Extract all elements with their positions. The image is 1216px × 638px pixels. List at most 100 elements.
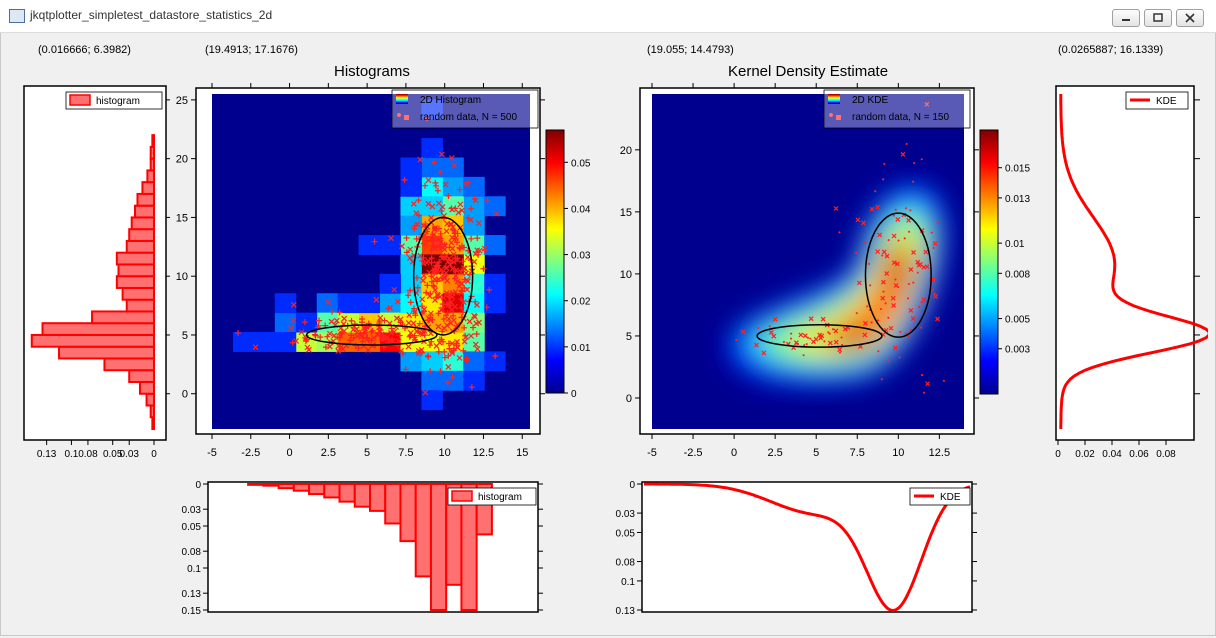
x-tick-label: 15	[516, 447, 528, 459]
scatter-point	[483, 304, 490, 311]
bottom-kde-line	[644, 482, 971, 613]
scatter-point	[437, 168, 444, 175]
scatter-point	[916, 271, 919, 274]
histogram2d-cell	[379, 235, 401, 255]
scatter-point	[401, 176, 408, 183]
right-kde-plot[interactable]: 0 0.02 0.04 0.06 0.08 KDE	[1048, 80, 1208, 465]
legend-2d-histogram: 2D Histogram	[420, 95, 481, 106]
histogram2d-cell	[337, 293, 360, 314]
scatter-point	[406, 333, 413, 340]
y-tick-label: 10	[176, 271, 188, 283]
histogram2d-cell	[484, 273, 506, 294]
scatter-point	[448, 155, 455, 162]
colorbar-tick-label: 0.01	[1005, 239, 1025, 250]
y-tick-label: 15	[176, 212, 188, 224]
scatter-point	[396, 332, 403, 339]
scatter-point	[405, 320, 412, 326]
scatter-point	[807, 336, 810, 339]
legend-kde-right: KDE	[1156, 96, 1177, 107]
bottom-histogram-plot[interactable]: 0 0.03 0.05 0.08 0.1 0.13 0.15 histogram	[170, 474, 550, 622]
scatter-point	[377, 314, 384, 321]
scatter-point	[459, 309, 466, 316]
scatter-point	[811, 339, 816, 345]
x-tick-label: 12.5	[473, 447, 494, 459]
bottom-histogram-axis: 0 0.03 0.05 0.08 0.1 0.13 0.15	[182, 480, 543, 617]
scatter-point	[790, 332, 793, 335]
scatter-point	[353, 326, 360, 333]
scatter-point	[450, 312, 457, 319]
scatter-point	[445, 258, 452, 265]
close-button[interactable]	[1176, 9, 1204, 27]
scatter-point	[328, 318, 335, 325]
scatter-point	[870, 321, 873, 324]
scatter-point	[905, 142, 908, 145]
scatter-point	[445, 315, 452, 322]
scatter-point	[378, 331, 385, 338]
histogram-bar	[30, 333, 155, 348]
scatter-point	[441, 348, 448, 355]
scatter-point	[302, 334, 309, 341]
scatter-point	[419, 296, 426, 303]
scatter-point	[795, 342, 798, 345]
scatter-point	[894, 261, 900, 267]
scatter-point	[424, 237, 431, 244]
scatter-point	[405, 343, 412, 350]
x-tick-label: 0.08	[78, 449, 98, 460]
x-tick-label: -5	[647, 447, 657, 459]
scatter-point	[391, 286, 398, 293]
y-tick-label: 20	[176, 154, 188, 166]
scatter-point	[402, 366, 409, 373]
scatter-point	[443, 270, 450, 276]
legend-histogram-bottom: histogram	[478, 492, 522, 503]
scatter-point	[407, 255, 413, 261]
bottom-kde-plot[interactable]: 0 0.03 0.05 0.08 0.1 0.13 KDE	[604, 474, 984, 622]
scatter-point	[461, 338, 468, 345]
scatter-point	[425, 200, 432, 207]
scatter-point	[819, 333, 825, 339]
scatter-point	[875, 249, 881, 255]
histogram2d-cell	[421, 99, 443, 120]
histogram-bar	[460, 483, 478, 611]
scatter-point	[761, 350, 767, 356]
left-histogram-plot[interactable]: 0.13 0.1 0.08 0.050.03 0 histogram	[14, 80, 170, 465]
scatter-point	[424, 115, 431, 122]
scatter-point	[894, 278, 897, 281]
scatter-point	[466, 318, 473, 325]
histogram-bar	[146, 169, 156, 184]
scatter-point	[437, 235, 444, 242]
scatter-point	[935, 316, 940, 322]
scatter-point	[891, 260, 897, 266]
scatter-point	[460, 347, 467, 354]
histogram-bar	[277, 483, 295, 490]
scatter-point	[431, 237, 438, 244]
scatter-point	[411, 332, 418, 339]
kde-legend-icon	[828, 94, 840, 104]
scatter-point	[898, 356, 901, 359]
scatter-point	[415, 347, 422, 354]
scatter-point	[446, 294, 453, 301]
scatter-point	[942, 379, 945, 382]
scatter-point	[347, 337, 354, 344]
scatter-point	[827, 340, 833, 346]
scatter-point	[842, 326, 848, 332]
histogram-bar	[262, 483, 280, 487]
scatter-point	[431, 276, 438, 283]
scatter-point	[348, 317, 355, 324]
y-tick-label: 0.1	[187, 564, 201, 575]
histogram2d-plot[interactable]: -5 -2.5 0 2.5 5 7.5 10 12.5 15 0 5 10 15 20 25 0 0.01 0.…	[170, 80, 610, 465]
scatter-point	[931, 288, 934, 291]
scatter-point	[790, 337, 793, 340]
scatter-point	[912, 180, 915, 183]
scatter-point	[465, 214, 472, 221]
scatter-point	[930, 231, 933, 234]
scatter-point	[431, 266, 438, 273]
scatter-point	[912, 281, 915, 284]
minimize-button[interactable]	[1112, 9, 1140, 27]
scatter-point	[302, 338, 309, 345]
maximize-button[interactable]	[1144, 9, 1172, 27]
scatter-point	[808, 316, 814, 322]
histogram2d-cell	[421, 138, 443, 158]
histogram-bar	[136, 192, 155, 207]
x-tick-label: 0.03	[119, 449, 139, 460]
